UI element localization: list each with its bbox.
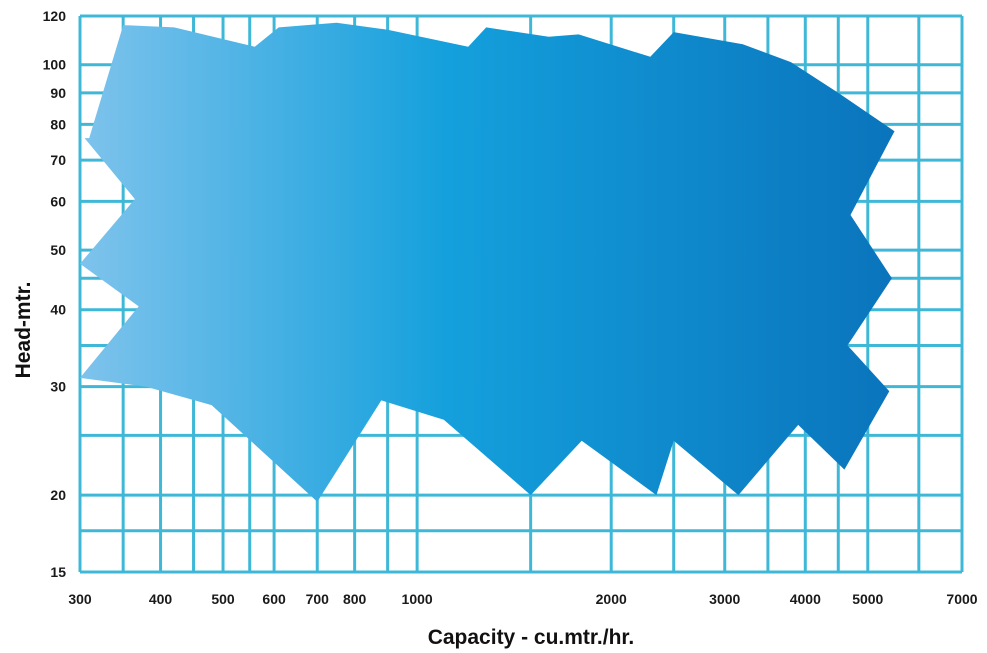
x-tick-label: 600 [262, 591, 286, 607]
x-axis-title: Capacity - cu.mtr./hr. [428, 626, 635, 649]
x-tick-label: 5000 [852, 591, 883, 607]
y-tick-label: 20 [50, 487, 66, 503]
y-tick-label: 90 [50, 85, 66, 101]
x-tick-label: 500 [211, 591, 235, 607]
x-tick-label: 4000 [790, 591, 821, 607]
x-tick-label: 800 [343, 591, 367, 607]
x-tick-label: 3000 [709, 591, 740, 607]
y-tick-label: 30 [50, 379, 66, 395]
y-tick-label: 120 [43, 8, 67, 24]
y-tick-label: 70 [50, 152, 66, 168]
x-tick-labels: 300 400 500 600 700 800 1000 2000 3000 4000 5000 70… [68, 591, 977, 607]
y-tick-label: 80 [50, 116, 66, 132]
x-tick-label: 7000 [946, 591, 977, 607]
coverage-area-layer [80, 22, 895, 502]
coverage-area [80, 22, 895, 502]
x-tick-label: 700 [306, 591, 330, 607]
x-tick-label: 2000 [596, 591, 627, 607]
y-tick-label: 40 [50, 302, 66, 318]
x-tick-label: 300 [68, 591, 92, 607]
y-tick-labels: 15 20 30 40 50 60 70 80 90 100 120 [43, 8, 67, 580]
y-tick-label: 50 [50, 242, 66, 258]
y-tick-label: 15 [50, 564, 66, 580]
y-tick-label: 100 [43, 57, 67, 73]
x-tick-label: 1000 [402, 591, 433, 607]
x-tick-label: 400 [149, 591, 173, 607]
y-axis-title: Head-mtr. [12, 282, 35, 379]
y-tick-label: 60 [50, 193, 66, 209]
